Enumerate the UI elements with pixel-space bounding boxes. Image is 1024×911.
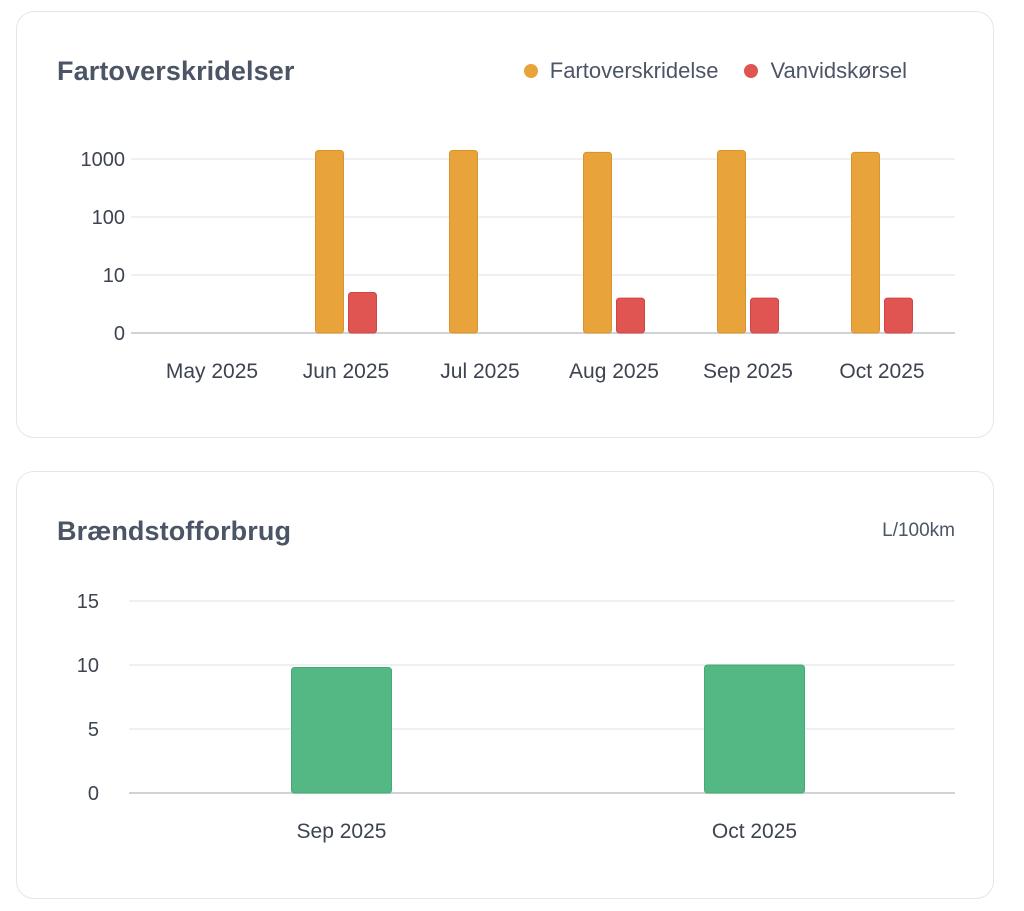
legend-item-vanvidskorsel[interactable]: Vanvidskørsel: [744, 58, 907, 84]
fuel-unit-label: L/100km: [882, 520, 955, 541]
x-tick-label-jul-2025: Jul 2025: [440, 360, 519, 383]
x-tick-label-jun-2025: Jun 2025: [303, 360, 389, 383]
fuel-chart-card: Brændstofforbrug L/100km 0 5 10 15 Sep 2025 O…: [16, 471, 994, 899]
bar-fartoverskridelse-jul-2025[interactable]: [449, 150, 478, 334]
x-tick-label-oct-2025: Oct 2025: [712, 820, 797, 843]
x-tick-label-sep-2025: Sep 2025: [703, 360, 793, 383]
legend-dot-vanvidskorsel: [744, 64, 759, 78]
legend-dot-fartoverskridelse: [523, 64, 538, 78]
bar-fuel-sep-2025[interactable]: [291, 667, 392, 794]
speeding-chart-title: Fartoverskridelser: [57, 56, 295, 86]
y-tick-label-5: 5: [88, 719, 99, 741]
legend-label-fartoverskridelse: Fartoverskridelse: [549, 58, 719, 83]
bar-fartoverskridelse-sep-2025[interactable]: [717, 150, 746, 334]
speeding-bar-chart: 0 10 100 1000 May 2025 Jun 2025 Jul 2025 Aug 20…: [81, 149, 955, 383]
fuel-bar-chart: 0 5 10 15 Sep 2025 Oct 2025: [77, 591, 955, 843]
y-tick-label-15: 15: [77, 591, 99, 613]
bar-fartoverskridelse-aug-2025[interactable]: [583, 151, 612, 334]
bar-vanvidsk-rsel-aug-2025[interactable]: [616, 297, 645, 334]
legend-item-fartoverskridelse[interactable]: Fartoverskridelse: [523, 58, 719, 84]
speeding-legend: Fartoverskridelse Vanvidskørsel: [498, 58, 907, 84]
y-tick-label-0: 0: [88, 783, 99, 805]
bar-fuel-oct-2025[interactable]: [704, 664, 805, 794]
speeding-chart-card: Fartoverskridelser Fartoverskridelse Van…: [16, 11, 994, 438]
x-tick-label-may-2025: May 2025: [166, 360, 258, 383]
bar-fartoverskridelse-oct-2025[interactable]: [851, 151, 880, 334]
y-tick-label-0: 0: [114, 323, 125, 345]
bar-vanvidsk-rsel-sep-2025[interactable]: [750, 297, 779, 334]
y-tick-label-100: 100: [92, 207, 125, 229]
fuel-chart-title: Brændstofforbrug: [57, 516, 292, 546]
x-tick-label-aug-2025: Aug 2025: [569, 360, 659, 383]
bar-fartoverskridelse-jun-2025[interactable]: [315, 150, 344, 334]
legend-label-vanvidskorsel: Vanvidskørsel: [770, 58, 907, 83]
x-tick-label-sep-2025: Sep 2025: [297, 820, 387, 843]
x-tick-label-oct-2025: Oct 2025: [839, 360, 924, 383]
y-tick-label-10: 10: [103, 265, 125, 287]
bar-vanvidsk-rsel-jun-2025[interactable]: [348, 291, 377, 334]
bar-vanvidsk-rsel-oct-2025[interactable]: [884, 297, 913, 334]
y-tick-label-10: 10: [77, 655, 99, 677]
y-tick-label-1000: 1000: [81, 149, 126, 171]
